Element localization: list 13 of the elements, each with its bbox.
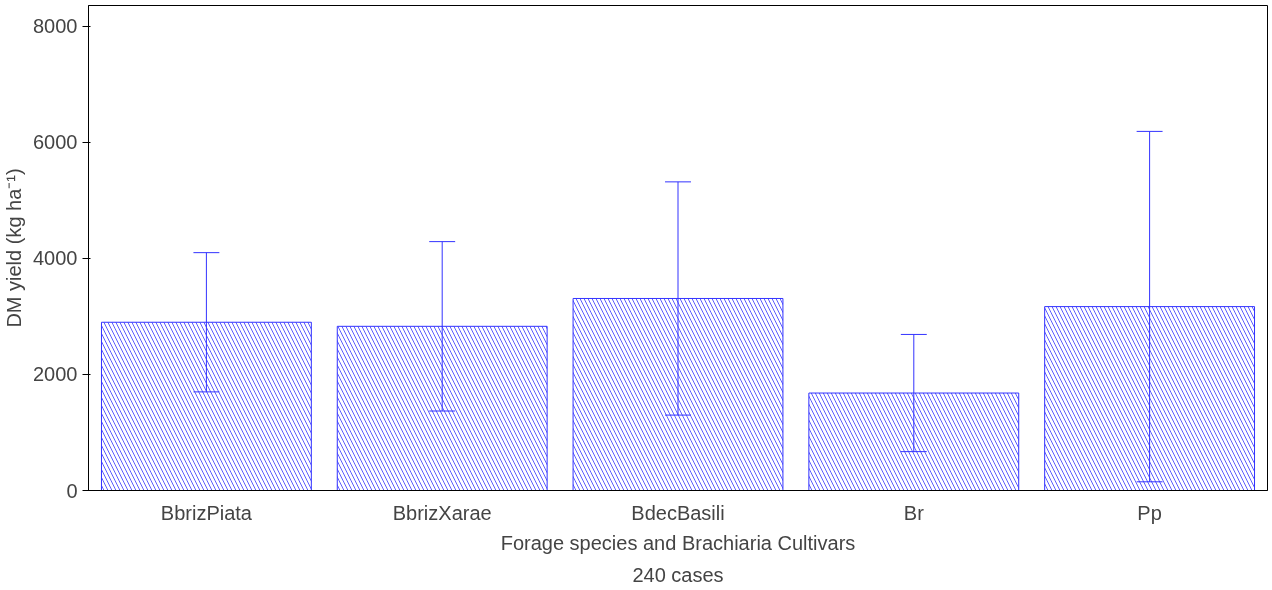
y-tick-label: 4000 (33, 247, 78, 270)
x-tick-label: Br (903, 501, 925, 524)
x-tick-label: BbrizXarae (392, 501, 492, 524)
x-tick-label: Pp (1137, 501, 1162, 524)
y-axis-title: DM yield (kg ha⁻¹) (3, 168, 26, 328)
y-tick-label: 6000 (33, 131, 78, 154)
y-tick-label: 8000 (33, 15, 78, 38)
text: 240 cases (632, 563, 724, 586)
x-tick-label: BdecBasili (631, 501, 725, 524)
y-tick-label: 0 (66, 479, 78, 502)
x-axis-title: Forage species and Brachiaria Cultivars (500, 531, 856, 554)
y-tick-label: 2000 (33, 363, 78, 386)
x-tick-label: BbrizPiata (160, 501, 253, 524)
